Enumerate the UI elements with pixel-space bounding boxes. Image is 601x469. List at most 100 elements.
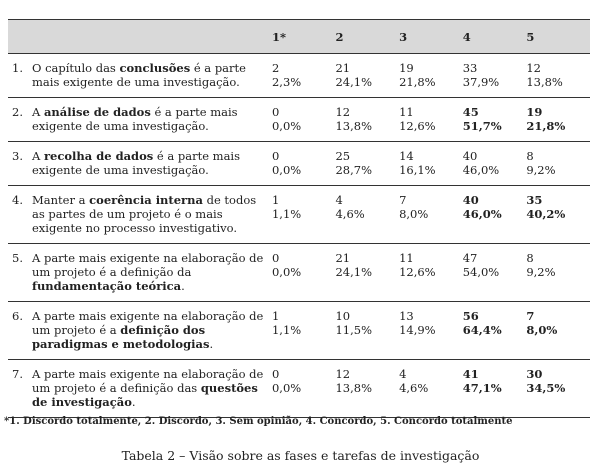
- value-cell: 10 11,5%: [335, 301, 400, 360]
- count: 0: [271, 149, 280, 163]
- statement-text: A: [32, 149, 44, 163]
- percent: 4,6%: [399, 381, 429, 395]
- percent: 0,0%: [271, 265, 302, 279]
- percent: 46,0%: [462, 163, 500, 177]
- percent: 0,0%: [271, 119, 302, 133]
- percent: 12,6%: [399, 265, 436, 279]
- statement-emphasis: conclusões: [119, 61, 191, 75]
- count: 21: [335, 61, 351, 75]
- value-cell: 21 24,1%: [335, 53, 400, 98]
- percent: 8,0%: [526, 323, 558, 337]
- percent: 21,8%: [399, 75, 436, 89]
- statement-text: A parte mais exigente na elaboração de u…: [32, 251, 264, 279]
- count: 10: [335, 309, 351, 323]
- count: 33: [462, 61, 478, 75]
- value-cell: 12 13,8%: [335, 359, 400, 418]
- count: 19: [399, 61, 414, 75]
- value-cell: 4 4,6%: [335, 185, 400, 244]
- count: 13: [399, 309, 414, 323]
- value-cell: 1 1,1%: [271, 301, 336, 360]
- header-4: 4: [462, 19, 527, 54]
- statement-text-end: é a parte mais exigente de uma investiga…: [32, 149, 241, 177]
- value-cell: 2 2,3%: [271, 53, 336, 98]
- count: 41: [462, 367, 479, 381]
- percent: 16,1%: [399, 163, 436, 177]
- statement-emphasis: questões de investigação: [32, 381, 258, 409]
- table-caption: Tabela 2 – Visão sobre as fases e tarefa…: [121, 448, 480, 463]
- count: 0: [271, 367, 280, 381]
- statement-number: 7.: [12, 367, 23, 381]
- statement-emphasis: definição dos paradigmas e metodologias: [32, 323, 210, 351]
- survey-table: 1* 2 3 4 5 1. O capítulo das conclusões é…: [8, 19, 590, 418]
- count: 7: [526, 309, 535, 323]
- percent: 28,7%: [335, 163, 373, 177]
- statement-text: A parte mais exigente na elaboração de u…: [32, 367, 264, 395]
- count: 19: [526, 105, 543, 119]
- percent: 64,4%: [462, 323, 502, 337]
- value-cell: 13 14,9%: [399, 301, 463, 360]
- value-cell: 40 46,0%: [462, 185, 527, 244]
- count: 47: [462, 251, 478, 265]
- value-cell: 0 0,0%: [271, 97, 336, 142]
- count: 56: [462, 309, 479, 323]
- value-cell: 4 4,6%: [399, 359, 463, 418]
- count: 30: [526, 367, 543, 381]
- statement-number: 5.: [12, 251, 23, 265]
- header-row: 1* 2 3 4 5: [8, 19, 590, 54]
- percent: 21,8%: [526, 119, 566, 133]
- count: 25: [335, 149, 351, 163]
- header-1: 1*: [271, 19, 336, 54]
- percent: 9,2%: [526, 163, 556, 177]
- value-cell: 19 21,8%: [399, 53, 463, 98]
- percent: 54,0%: [462, 265, 500, 279]
- value-cell: 11 12,6%: [399, 243, 463, 302]
- count: 2: [271, 61, 280, 75]
- value-cell: 0 0,0%: [271, 141, 336, 186]
- value-cell: 41 47,1%: [462, 359, 527, 418]
- table-row: 3. A recolha de dados é a parte mais exig…: [8, 141, 590, 186]
- value-cell: 30 34,5%: [526, 359, 590, 418]
- statement-emphasis: coerência interna: [89, 193, 203, 207]
- count: 40: [462, 193, 479, 207]
- count: 11: [399, 105, 414, 119]
- statement-cell: 7. A parte mais exigente na elaboração de…: [8, 359, 272, 418]
- header-5: 5: [526, 19, 590, 54]
- statement-text-end: de todos as partes de um projeto é o mai…: [32, 193, 257, 235]
- value-cell: 45 51,7%: [462, 97, 527, 142]
- statement-text: A: [32, 105, 44, 119]
- statement-text: O capítulo das: [32, 61, 120, 75]
- count: 7: [399, 193, 407, 207]
- statement-text-end: é a parte mais exigente de uma investiga…: [32, 61, 246, 89]
- value-cell: 25 28,7%: [335, 141, 400, 186]
- value-cell: 12 13,8%: [526, 53, 590, 98]
- count: 21: [335, 251, 351, 265]
- statement-number: 3.: [12, 149, 23, 163]
- value-cell: 33 37,9%: [462, 53, 527, 98]
- table-row: 1. O capítulo das conclusões é a parte ma…: [8, 53, 590, 98]
- count: 45: [462, 105, 479, 119]
- count: 35: [526, 193, 543, 207]
- statement-emphasis: recolha de dados: [43, 149, 154, 163]
- header-3: 3: [399, 19, 463, 54]
- statement-emphasis: fundamentação teórica: [32, 279, 182, 293]
- value-cell: 19 21,8%: [526, 97, 590, 142]
- value-cell: 8 9,2%: [526, 141, 590, 186]
- count: 12: [335, 105, 351, 119]
- percent: 24,1%: [335, 265, 373, 279]
- percent: 9,2%: [526, 265, 556, 279]
- percent: 47,1%: [462, 381, 502, 395]
- value-cell: 0 0,0%: [271, 243, 336, 302]
- header-2: 2: [335, 19, 400, 54]
- table-row: 6. A parte mais exigente na elaboração de…: [8, 301, 590, 360]
- statement-emphasis: análise de dados: [43, 105, 151, 119]
- percent: 51,7%: [462, 119, 502, 133]
- percent: 8,0%: [399, 207, 429, 221]
- statement-text-end: .: [131, 395, 136, 409]
- value-cell: 0 0,0%: [271, 359, 336, 418]
- count: 11: [399, 251, 414, 265]
- statement-cell: 3. A recolha de dados é a parte mais exig…: [8, 141, 272, 186]
- count: 1: [271, 193, 280, 207]
- count: 12: [335, 367, 351, 381]
- statement-cell: 6. A parte mais exigente na elaboração de…: [8, 301, 272, 360]
- count: 14: [399, 149, 414, 163]
